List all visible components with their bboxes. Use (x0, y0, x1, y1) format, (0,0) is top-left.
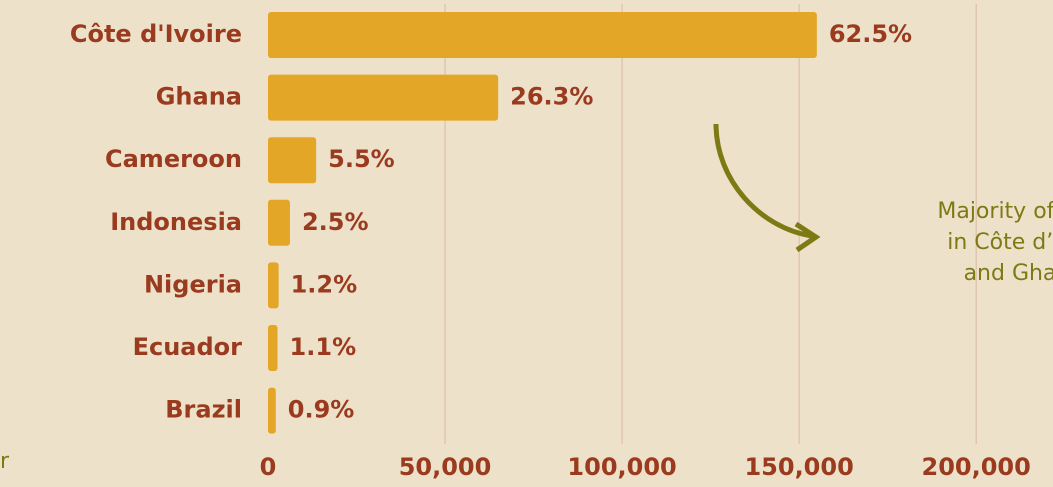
annotation: and Gha (964, 261, 1053, 286)
bar (268, 12, 817, 58)
annotation: in Côte d’Iv (947, 230, 1053, 255)
share-label: 1.2% (291, 270, 358, 298)
bar (268, 262, 279, 309)
x-tick-label: 200,000 (922, 453, 1031, 481)
category-label: Brazil (165, 396, 242, 424)
bar (268, 387, 276, 434)
category-label: Ecuador (133, 333, 243, 361)
x-tick-label: 0 (260, 453, 277, 481)
category-label: Cameroon (105, 145, 242, 173)
x-tick-label: 100,000 (567, 453, 676, 481)
side-text: r (0, 449, 10, 474)
bar (268, 137, 317, 184)
share-label: 26.3% (510, 83, 593, 111)
annotation-arrowhead (794, 221, 821, 253)
annotation: Majority of fa (937, 199, 1053, 224)
share-label: 1.1% (290, 333, 357, 361)
share-label: 5.5% (328, 145, 395, 173)
share-label: 2.5% (302, 208, 369, 236)
bar (268, 199, 290, 246)
annotation-arrow (713, 123, 813, 239)
category-label: Côte d'Ivoire (70, 20, 242, 48)
category-label: Nigeria (144, 270, 242, 298)
share-label: 0.9% (288, 396, 355, 424)
share-label: 62.5% (829, 20, 912, 48)
category-label: Ghana (156, 83, 242, 111)
category-label: Indonesia (110, 208, 242, 236)
x-tick-label: 50,000 (399, 453, 492, 481)
x-tick-label: 150,000 (744, 453, 853, 481)
bar (268, 74, 499, 121)
bar (268, 325, 278, 371)
